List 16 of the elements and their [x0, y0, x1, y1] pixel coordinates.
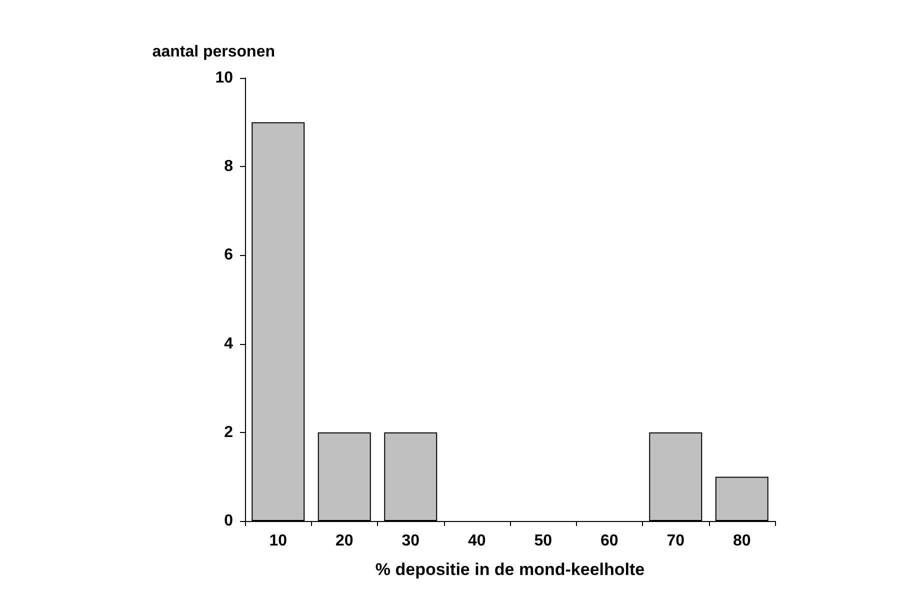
y-tick-label: 2 — [224, 424, 234, 441]
y-tick-label: 6 — [224, 246, 234, 264]
y-axis-title: aantal personen — [152, 44, 275, 60]
x-tick-label: 50 — [534, 532, 552, 550]
x-tick-label: 30 — [402, 532, 420, 550]
y-tick-label: 10 — [215, 70, 234, 86]
x-tick-label: 20 — [335, 532, 354, 550]
x-tick-label: 60 — [600, 532, 618, 550]
x-tick-label: 80 — [732, 532, 751, 550]
y-tick-label: 4 — [224, 335, 234, 352]
y-tick-label: 0 — [224, 512, 234, 530]
x-axis-title: % depositie in de mond-keelholte — [375, 560, 645, 579]
y-tick-label: 8 — [224, 158, 234, 176]
x-tick-label: 70 — [666, 532, 685, 550]
x-tick-label: 10 — [269, 532, 288, 550]
x-tick-label: 40 — [468, 532, 486, 550]
